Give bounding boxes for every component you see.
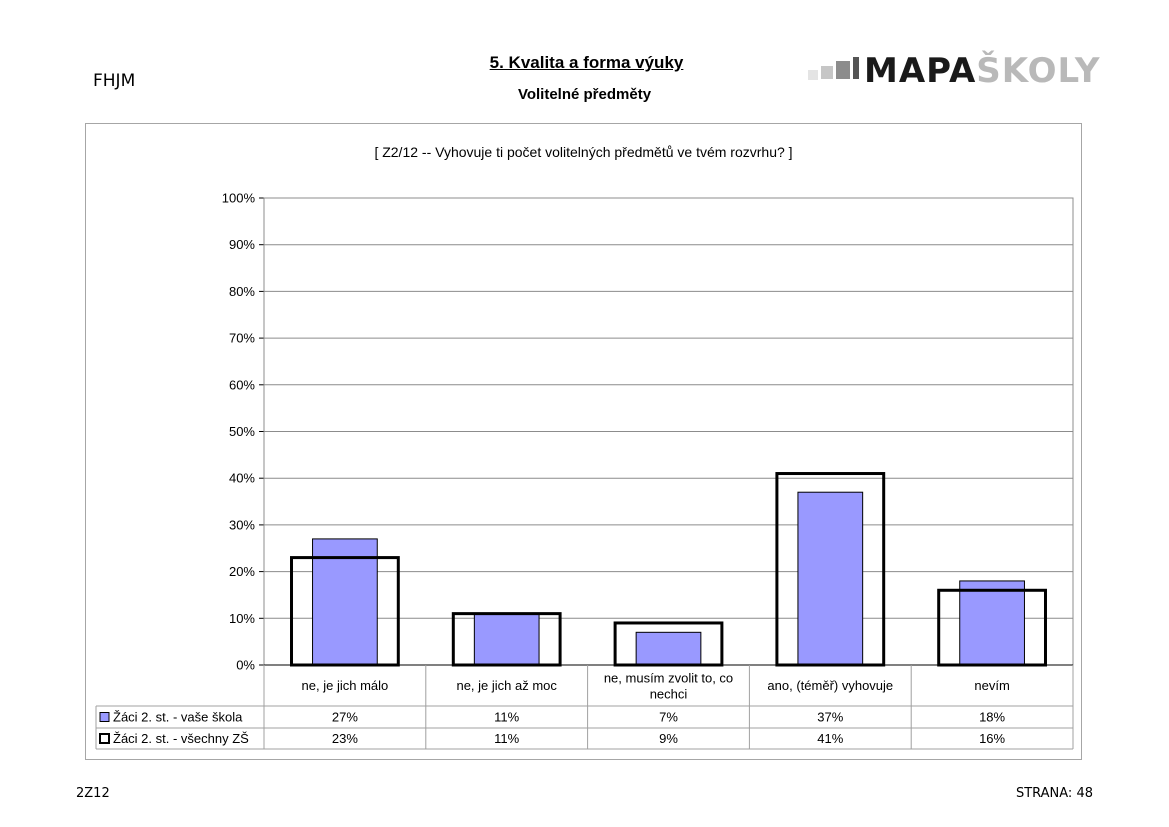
mapa-skoly-logo: MAPAŠKOLY [808, 52, 1099, 92]
data-value-label: 16% [979, 731, 1005, 746]
logo-square-2 [821, 66, 833, 79]
logo-square-4 [853, 57, 859, 79]
x-category-label: nevím [974, 678, 1009, 693]
page-subtitle: Volitelné předměty [517, 86, 652, 103]
chart-title: [ Z2/12 -- Vyhovuje ti počet volitelných… [374, 144, 792, 160]
x-category-label: ano, (téměř) vyhovuje [767, 678, 893, 693]
data-value-label: 18% [979, 710, 1005, 725]
bar-school [312, 538, 378, 666]
data-value-label: 9% [659, 731, 678, 746]
data-value-label: 27% [332, 710, 358, 725]
y-tick-label: 70% [229, 331, 255, 346]
y-tick-label: 10% [229, 611, 255, 626]
bar-school [473, 613, 540, 666]
bar-school [959, 580, 1025, 666]
y-tick-label: 80% [229, 284, 255, 299]
logo-text-light: ŠKOLY [976, 51, 1101, 91]
x-category-label: ne, je jich málo [302, 678, 389, 693]
y-tick-label: 40% [229, 471, 255, 486]
y-tick-label: 90% [229, 237, 255, 252]
legend-label-all: Žáci 2. st. - všechny ZŠ [113, 731, 249, 746]
legend-key-school [99, 712, 110, 722]
bar-chart: [ Z2/12 -- Vyhovuje ti počet volitelných… [95, 144, 1074, 750]
y-tick-label: 30% [229, 517, 255, 532]
y-tick-label: 50% [229, 424, 255, 439]
logo-square-3 [836, 61, 850, 79]
page-title: 5. Kvalita a forma výuky [0, 53, 1169, 73]
page-title-text: 5. Kvalita a forma výuky [489, 53, 684, 72]
x-category-label: ne, musím zvolit to, co nechci [604, 670, 733, 701]
x-category-label: ne, je jich až moc [456, 678, 557, 693]
page-number: STRANA: 48 [1015, 786, 1093, 801]
data-value-label: 11% [494, 710, 519, 725]
y-tick-label: 0% [236, 658, 255, 673]
logo-text: MAPAŠKOLY [864, 52, 1100, 90]
legend-label-school: Žáci 2. st. - vaše škola [113, 710, 243, 725]
logo-square-1 [808, 70, 818, 80]
legend-key-all [99, 733, 110, 744]
y-tick-label: 100% [222, 191, 256, 206]
school-code: FHJM [93, 71, 136, 91]
footer-code: 2Z12 [76, 786, 110, 801]
data-value-label: 11% [494, 731, 519, 746]
chart-frame: [ Z2/12 -- Vyhovuje ti počet volitelných… [85, 123, 1082, 760]
y-tick-label: 60% [229, 377, 255, 392]
bar-school [635, 631, 702, 666]
data-value-label: 37% [817, 710, 843, 725]
data-value-label: 41% [817, 731, 843, 746]
data-value-label: 7% [659, 710, 678, 725]
data-value-label: 23% [332, 731, 358, 746]
logo-text-dark: MAPA [864, 51, 977, 91]
bar-school [797, 491, 864, 666]
y-tick-label: 20% [229, 564, 255, 579]
